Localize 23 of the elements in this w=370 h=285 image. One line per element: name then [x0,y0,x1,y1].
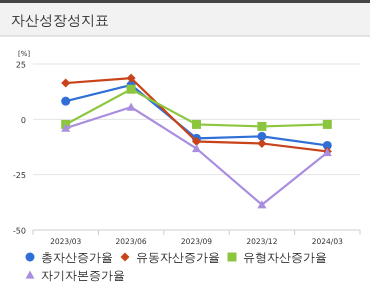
point [257,200,266,208]
point [61,96,70,106]
point [126,74,136,83]
point [257,132,266,141]
point [61,124,70,132]
legend-label: 총자산증가율 [41,250,113,264]
point [257,122,266,131]
point [61,78,70,88]
y-tick-label: -25 [12,171,26,180]
point [257,138,266,148]
legend-label: 유형자산증가율 [243,250,327,264]
point [192,120,201,129]
y-tick-label: 25 [16,60,26,70]
y-tick-label: 0 [20,116,26,125]
point [126,84,136,94]
point [126,102,136,111]
point [192,144,201,152]
legend-label: 자기자본증가율 [41,268,125,282]
chart-title: 자산성장성지표 [11,13,109,29]
point [192,136,201,146]
y-tick-label: -50 [12,226,26,236]
point [322,120,332,129]
legend-label: 유동자산증가율 [136,250,220,264]
